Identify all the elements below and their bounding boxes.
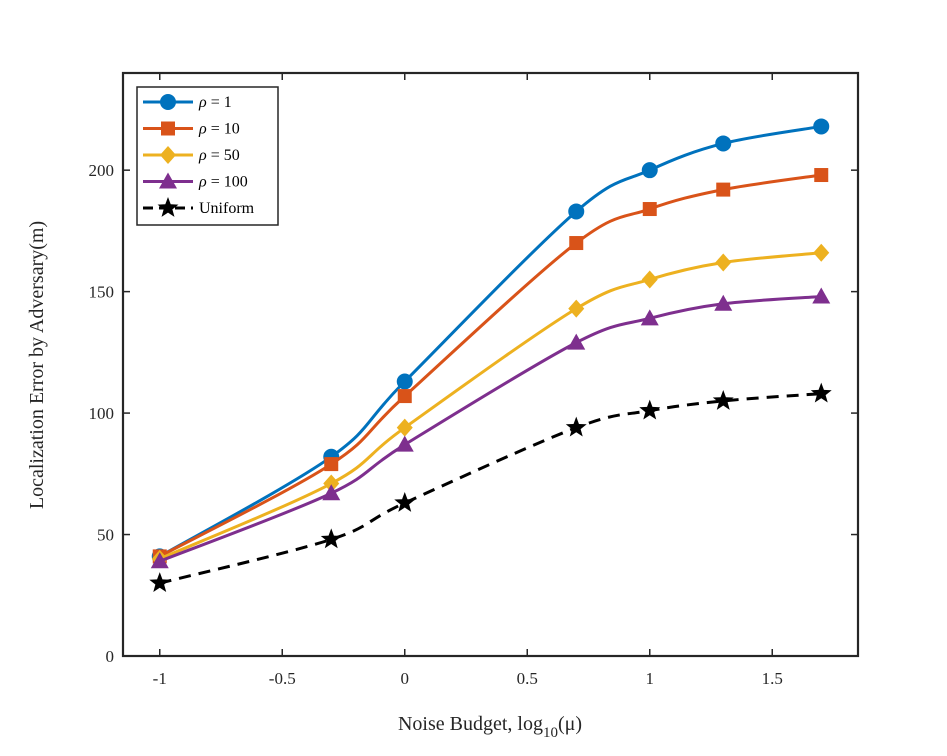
data-point	[565, 416, 587, 437]
data-point	[813, 243, 830, 262]
legend: ρ = 1 ρ = 10 ρ = 50 ρ = 100 Uniform	[136, 86, 279, 226]
x-tick-label: -0.5	[269, 669, 296, 688]
data-point	[396, 418, 413, 437]
data-point	[397, 389, 412, 404]
data-point	[149, 572, 171, 593]
data-point	[323, 474, 340, 493]
data-point	[322, 484, 341, 501]
y-tick-label: 200	[89, 161, 115, 180]
x-tick-label: 0.5	[517, 669, 538, 688]
data-point	[640, 309, 659, 326]
series-4	[150, 287, 831, 569]
y-tick-label: 150	[89, 283, 115, 302]
legend-label: Uniform	[199, 200, 255, 217]
x-tick-label: 1.5	[762, 669, 783, 688]
data-point	[716, 182, 731, 197]
y-axis-label: Localization Error by Adversary(m)	[26, 221, 48, 509]
legend-label: ρ = 100	[198, 174, 248, 191]
data-point	[715, 135, 732, 152]
legend-item: Uniform	[143, 197, 255, 217]
legend-item: ρ = 50	[143, 146, 240, 164]
legend-item: ρ = 100	[143, 172, 248, 191]
legend-item: ρ = 10	[143, 121, 240, 138]
data-point	[324, 457, 339, 472]
data-point	[641, 162, 658, 179]
x-tick-label: 1	[646, 669, 655, 688]
data-point	[395, 435, 414, 452]
data-point	[712, 389, 734, 410]
data-point	[150, 552, 169, 569]
legend-item: ρ = 1	[143, 94, 232, 111]
series-5	[149, 382, 832, 593]
data-point	[320, 528, 342, 549]
data-point	[813, 118, 830, 135]
y-tick-label: 100	[89, 404, 115, 423]
data-point	[642, 202, 657, 217]
x-tick-label: -1	[153, 669, 167, 688]
data-point	[639, 399, 661, 420]
plot-frame	[121, 71, 860, 658]
y-tick-label: 0	[106, 647, 115, 666]
data-point	[810, 382, 832, 403]
series-layer	[149, 118, 832, 593]
data-point	[569, 236, 584, 251]
x-tick-label: 0	[401, 669, 410, 688]
x-axis-label-main: Noise Budget, log	[398, 713, 543, 735]
legend-marker	[159, 172, 177, 189]
legend-marker	[161, 121, 175, 136]
data-point	[812, 287, 831, 304]
data-point	[394, 491, 416, 512]
legend-marker	[160, 94, 176, 110]
data-point	[715, 253, 732, 272]
data-point	[568, 299, 585, 318]
legend-label: ρ = 10	[198, 121, 240, 138]
legend-label: ρ = 50	[198, 147, 240, 164]
legend-marker	[157, 197, 179, 217]
axis-layer: -1 -0.5 0 0.5 1 1.5 0 50 100 150 200	[89, 73, 858, 688]
legend-label: ρ = 1	[198, 94, 232, 111]
x-axis-label: Noise Budget, log10(μ)	[398, 713, 582, 741]
data-point	[714, 294, 733, 311]
x-axis-label-subscript: 10	[543, 725, 558, 741]
data-point	[641, 270, 658, 289]
data-point	[814, 168, 829, 183]
data-point	[568, 203, 585, 220]
y-tick-label: 50	[97, 526, 114, 545]
data-point	[567, 333, 586, 350]
legend-marker	[160, 146, 176, 164]
data-point	[396, 373, 413, 390]
x-axis-label-argument: (μ)	[558, 713, 582, 735]
